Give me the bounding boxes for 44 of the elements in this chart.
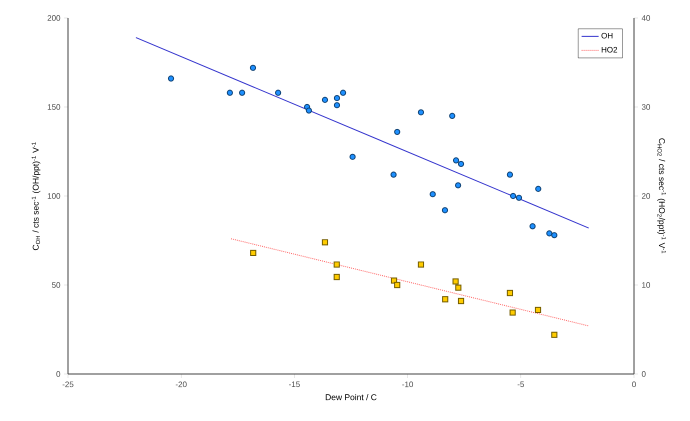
- point: [534, 306, 542, 314]
- point: [390, 172, 397, 178]
- point: [510, 310, 516, 316]
- point: [535, 186, 542, 192]
- point: [322, 96, 328, 103]
- point: [442, 296, 448, 302]
- point: [449, 112, 456, 119]
- point: [452, 278, 459, 285]
- point: [442, 207, 448, 214]
- point: [334, 261, 340, 268]
- point: [418, 261, 424, 268]
- point: [334, 95, 340, 102]
- point: [551, 332, 558, 338]
- point: [529, 223, 536, 230]
- x-axis-title: Dew Point / C: [326, 394, 377, 400]
- point: [334, 274, 340, 280]
- point: [322, 239, 328, 246]
- point: [506, 290, 514, 296]
- point: [430, 191, 436, 198]
- point: [275, 90, 282, 96]
- point: [394, 128, 400, 136]
- point: [340, 90, 346, 96]
- point: [250, 64, 256, 71]
- point: [516, 194, 522, 201]
- point: [418, 109, 424, 116]
- point: [239, 90, 246, 96]
- point: [452, 157, 460, 164]
- point: [546, 230, 552, 236]
- point: [250, 250, 256, 256]
- point: [455, 284, 462, 291]
- point: [551, 232, 558, 238]
- point: [349, 154, 356, 160]
- text: C$_{HO2}$ / cts sec$^{-1}$ (HO$_{2}$/ppt)$^{-1}$ V$^{-1}$: [657, 138, 666, 254]
- y-axis-title: C$_{OH}$ / cts sec$^{-1}$ (OH/ppt)$^{-1}$ V$^{-1}$: [32, 142, 40, 250]
- point: [458, 298, 464, 304]
- point: [226, 90, 233, 96]
- point: [510, 192, 516, 200]
- point: [306, 107, 312, 114]
- point: [334, 102, 340, 108]
- point: [458, 160, 464, 168]
- point: [506, 172, 514, 178]
- point: [168, 75, 174, 82]
- point: [394, 282, 400, 288]
- point: [455, 182, 462, 188]
